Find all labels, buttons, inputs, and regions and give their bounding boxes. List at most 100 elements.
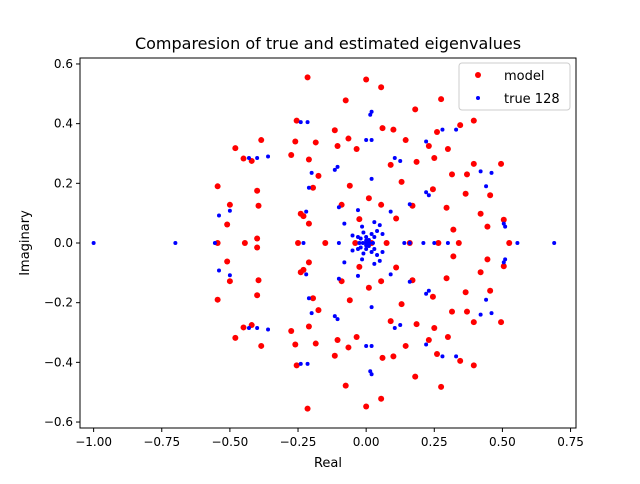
point-true	[304, 272, 309, 277]
point-true	[336, 205, 341, 210]
point-model	[331, 127, 338, 134]
point-model	[342, 382, 349, 389]
point-model	[477, 269, 484, 276]
point-model	[402, 137, 409, 144]
point-true	[372, 246, 377, 251]
point-model	[387, 161, 394, 168]
point-model	[470, 362, 477, 369]
point-true	[426, 193, 431, 198]
point-model	[305, 220, 312, 227]
point-true	[266, 327, 271, 332]
point-model	[402, 342, 409, 349]
point-true	[305, 120, 310, 125]
point-model	[443, 204, 450, 211]
point-true	[501, 221, 506, 226]
point-true	[342, 221, 347, 226]
point-true	[332, 314, 337, 319]
point-model	[352, 240, 359, 246]
point-model	[487, 287, 494, 294]
point-model	[363, 76, 370, 83]
point-model	[457, 357, 464, 364]
point-true	[342, 260, 347, 265]
point-true	[364, 238, 369, 243]
x-tick-label: −0.75	[143, 435, 180, 449]
point-model	[356, 216, 363, 223]
point-true	[478, 312, 483, 317]
y-tick-label: −0.2	[44, 296, 73, 310]
point-model	[226, 201, 233, 208]
point-model	[455, 240, 462, 246]
point-true	[375, 252, 380, 257]
point-true	[484, 184, 489, 189]
point-model	[429, 186, 436, 193]
point-model	[240, 155, 247, 162]
point-model	[312, 340, 319, 347]
point-true	[432, 241, 437, 245]
point-true	[377, 223, 382, 228]
point-model	[398, 178, 405, 185]
point-true	[445, 241, 450, 245]
y-tick-label: 0.4	[54, 117, 73, 131]
point-model	[444, 146, 451, 153]
point-true	[380, 249, 385, 254]
point-model	[315, 172, 322, 179]
point-model	[214, 296, 221, 303]
point-model	[322, 240, 329, 246]
point-model	[457, 122, 464, 129]
point-true	[515, 241, 520, 245]
point-true	[369, 109, 374, 114]
x-tick-label: 0.25	[421, 435, 448, 449]
point-true	[358, 236, 363, 241]
point-model	[413, 321, 420, 328]
point-true	[336, 276, 341, 281]
point-true	[369, 249, 374, 254]
point-model	[379, 125, 386, 132]
point-model	[214, 183, 221, 190]
point-true	[298, 120, 303, 125]
point-model	[334, 336, 341, 343]
point-model	[412, 106, 419, 113]
point-model	[292, 138, 299, 145]
point-model	[431, 154, 438, 161]
point-model	[293, 362, 300, 369]
x-tick-label: 0.75	[557, 435, 584, 449]
point-model	[255, 277, 262, 284]
point-true	[369, 176, 374, 181]
point-true	[364, 246, 369, 251]
point-model	[393, 215, 400, 222]
x-tick-label: −0.25	[280, 435, 317, 449]
point-true	[426, 288, 431, 293]
point-model	[292, 341, 299, 348]
point-model	[463, 308, 470, 315]
point-model	[258, 137, 265, 144]
point-true	[489, 170, 494, 175]
point-model	[487, 192, 494, 199]
x-axis-label: Real	[314, 456, 342, 471]
point-true	[375, 229, 380, 234]
point-model	[310, 295, 317, 302]
point-true	[372, 220, 377, 225]
point-true	[301, 241, 306, 245]
point-true	[369, 372, 374, 377]
point-model	[363, 403, 370, 410]
point-true	[350, 248, 355, 253]
point-true	[355, 273, 360, 278]
x-tick-label: 0.00	[353, 435, 380, 449]
point-model	[498, 160, 505, 167]
x-axis: −1.00 −0.75 −0.50 −0.25 0.00 0.25 0.50 0.75	[75, 428, 584, 449]
point-model	[345, 135, 352, 142]
point-true	[367, 241, 372, 245]
point-model	[462, 289, 469, 296]
point-model	[295, 240, 302, 246]
point-model	[232, 145, 239, 152]
point-model	[356, 263, 363, 270]
point-true	[212, 241, 217, 245]
y-axis: −0.6 −0.4 −0.2 0.0 0.2 0.4 0.6	[44, 57, 80, 429]
point-model	[315, 307, 322, 314]
point-model	[288, 328, 295, 335]
point-true	[173, 241, 178, 245]
point-true	[227, 273, 232, 278]
point-model	[449, 308, 455, 315]
point-model	[288, 151, 295, 158]
